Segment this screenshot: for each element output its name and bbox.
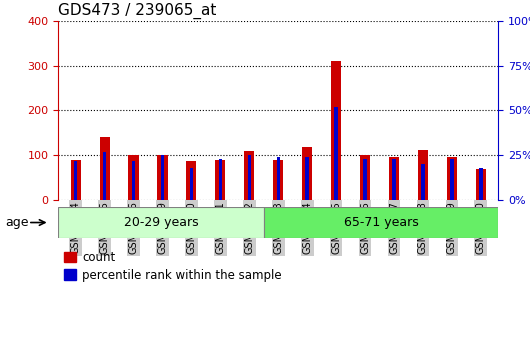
Bar bbox=[305, 157, 309, 200]
Bar bbox=[74, 161, 77, 200]
Bar bbox=[219, 159, 222, 200]
Text: 65-71 years: 65-71 years bbox=[343, 216, 418, 229]
Bar bbox=[360, 155, 370, 200]
Bar bbox=[161, 155, 164, 200]
Bar bbox=[58, 207, 263, 238]
Bar bbox=[100, 137, 110, 200]
Bar bbox=[479, 168, 483, 200]
Bar bbox=[277, 157, 280, 200]
Bar bbox=[187, 161, 197, 200]
Bar bbox=[70, 160, 81, 200]
Bar bbox=[421, 164, 425, 200]
Bar bbox=[132, 161, 135, 200]
Text: GDS473 / 239065_at: GDS473 / 239065_at bbox=[58, 3, 217, 19]
Bar bbox=[447, 157, 457, 200]
Text: age: age bbox=[6, 216, 29, 229]
Bar bbox=[302, 147, 312, 200]
Bar bbox=[157, 155, 167, 200]
Bar bbox=[103, 152, 107, 200]
Bar bbox=[244, 151, 254, 200]
Bar bbox=[331, 61, 341, 200]
Bar bbox=[389, 157, 399, 200]
Bar bbox=[334, 107, 338, 200]
Bar bbox=[273, 160, 284, 200]
Bar bbox=[248, 155, 251, 200]
Bar bbox=[476, 169, 486, 200]
Bar bbox=[392, 159, 396, 200]
Bar bbox=[450, 159, 454, 200]
Bar bbox=[364, 159, 367, 200]
Legend: count, percentile rank within the sample: count, percentile rank within the sample bbox=[64, 251, 281, 282]
Bar bbox=[190, 168, 193, 200]
Bar bbox=[263, 207, 498, 238]
Bar bbox=[215, 160, 225, 200]
Bar bbox=[128, 155, 139, 200]
Text: 20-29 years: 20-29 years bbox=[123, 216, 198, 229]
Bar bbox=[418, 150, 428, 200]
